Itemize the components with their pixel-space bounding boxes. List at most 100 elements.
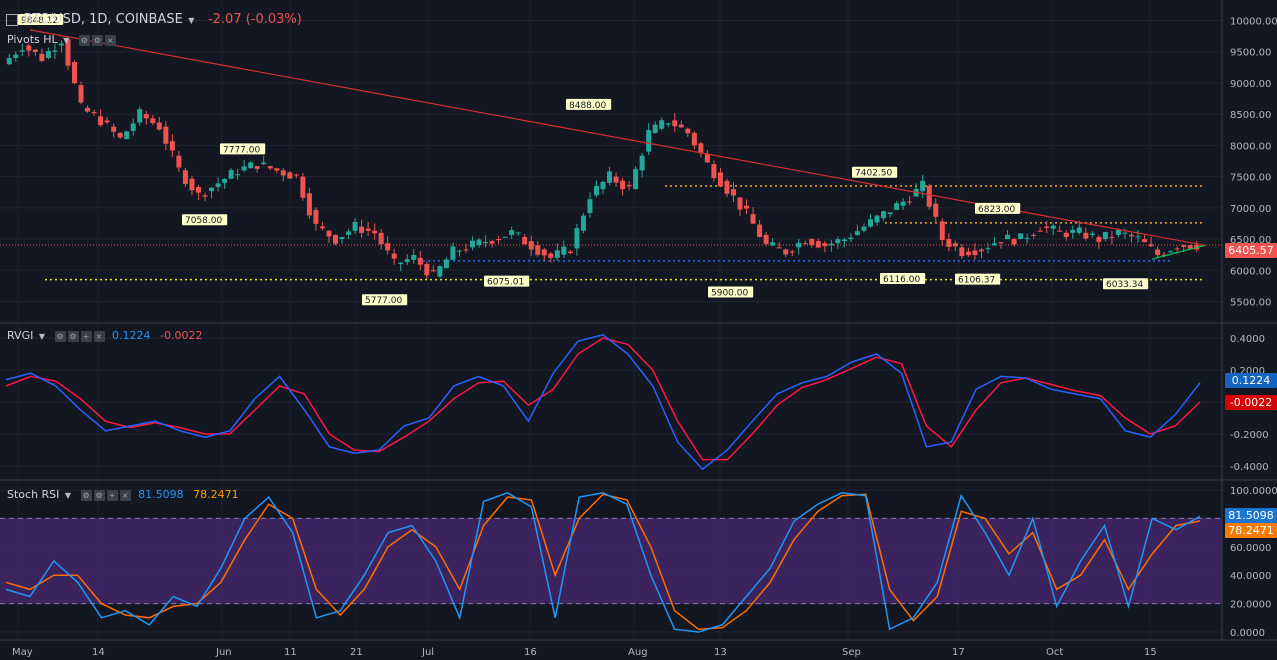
candle-body xyxy=(339,237,345,240)
stoch-title: Stoch RSI xyxy=(7,488,60,501)
rvgi-indicator-label[interactable]: RVGI ▼ ⚙ ⚙ + × 0.1224 -0.0022 xyxy=(7,329,202,344)
candle-body xyxy=(789,251,795,253)
price-tick-label: 6500.00 xyxy=(1230,235,1271,246)
candle-body xyxy=(215,183,221,188)
candle-body xyxy=(607,171,613,183)
settings-icon[interactable]: ⚙ xyxy=(54,330,66,342)
candle-body xyxy=(659,120,665,129)
candle-body xyxy=(783,249,789,255)
candle-body xyxy=(515,232,521,234)
candle-body xyxy=(456,250,462,252)
candle-body xyxy=(195,187,201,193)
symbol-menu-icon[interactable] xyxy=(6,14,18,26)
candle-body xyxy=(424,264,430,276)
pivot-label: 7777.00 xyxy=(223,145,260,155)
candle-body xyxy=(261,162,267,165)
chevron-down-icon[interactable]: ▼ xyxy=(63,36,70,45)
candle-body xyxy=(39,53,45,61)
candle-body xyxy=(796,242,802,248)
stoch-tick-label: 0.0000 xyxy=(1230,628,1265,639)
settings-icon[interactable]: ⚙ xyxy=(78,34,90,46)
candle-body xyxy=(332,234,338,244)
time-tick-label: May xyxy=(12,647,33,658)
stoch-k-line xyxy=(5,491,1201,633)
pivot-label: 6116.00 xyxy=(883,275,920,285)
candle-body xyxy=(300,176,306,198)
pivot-label: 9848.12 xyxy=(21,16,58,26)
candle-body xyxy=(939,221,945,241)
price-tick-label: 7500.00 xyxy=(1230,173,1271,184)
candle-body xyxy=(385,243,391,251)
candle-body xyxy=(626,184,632,187)
candle-body xyxy=(1096,236,1102,242)
candle-body xyxy=(1115,229,1121,235)
current-price-badge: 6405.57 xyxy=(1225,243,1277,258)
candle-body xyxy=(763,234,769,244)
settings-icon[interactable]: ⚙ xyxy=(93,489,105,501)
add-icon[interactable]: + xyxy=(80,330,92,342)
candle-body xyxy=(835,239,841,244)
candle-body xyxy=(1142,239,1148,243)
stoch-tick-label: 40.0000 xyxy=(1230,571,1271,582)
time-tick-label: Sep xyxy=(842,647,861,658)
rvgi-value-1: 0.1224 xyxy=(112,329,151,342)
close-icon[interactable]: × xyxy=(104,34,116,46)
candle-body xyxy=(378,232,384,245)
candle-body xyxy=(26,45,32,51)
candle-body xyxy=(502,236,508,238)
candle-body xyxy=(802,243,808,245)
candle-body xyxy=(1037,230,1043,232)
candle-body xyxy=(1102,231,1108,240)
chevron-down-icon[interactable]: ▼ xyxy=(188,16,195,25)
candle-body xyxy=(1083,232,1089,239)
add-icon[interactable]: + xyxy=(106,489,118,501)
candle-body xyxy=(691,132,697,146)
chevron-down-icon[interactable]: ▼ xyxy=(38,332,45,341)
candle-body xyxy=(587,199,593,214)
pivot-label-box xyxy=(708,286,754,298)
pivots-title: Pivots HL xyxy=(7,33,58,46)
settings-icon[interactable]: ⚙ xyxy=(67,330,79,342)
pivot-label: 6075.01 xyxy=(487,278,524,288)
candle-body xyxy=(359,226,365,233)
stoch-tick-label: 20.0000 xyxy=(1230,600,1271,611)
stoch-indicator-label[interactable]: Stoch RSI ▼ ⚙ ⚙ + × 81.5098 78.2471 xyxy=(7,488,239,503)
rvgi-badge-2: -0.0022 xyxy=(1225,395,1277,410)
candle-body xyxy=(398,262,404,265)
candle-body xyxy=(717,172,723,187)
candle-body xyxy=(613,176,619,183)
candle-body xyxy=(280,170,286,176)
pivot-label-box xyxy=(852,166,898,178)
time-tick-label: 17 xyxy=(952,647,965,658)
pivot-label-box xyxy=(484,275,530,287)
candle-body xyxy=(854,231,860,235)
candle-body xyxy=(672,120,678,127)
candle-body xyxy=(104,120,110,123)
pivot-label: 7058.00 xyxy=(185,216,222,226)
pivot-label: 6033.34 xyxy=(1106,280,1143,290)
candle-body xyxy=(169,141,175,151)
chevron-down-icon[interactable]: ▼ xyxy=(64,491,72,500)
candle-body xyxy=(887,212,893,215)
candle-body xyxy=(1168,251,1174,253)
time-tick-label: 14 xyxy=(92,647,105,658)
candle-body xyxy=(665,123,671,125)
stoch-tick-label: 100.0000 xyxy=(1230,486,1277,497)
settings-icon[interactable]: ⚙ xyxy=(91,34,103,46)
candle-body xyxy=(209,187,215,192)
candle-body xyxy=(326,230,332,237)
symbol-title[interactable]: BTC/USD, 1D, COINBASE xyxy=(23,12,183,27)
rvgi-tick-label: -0.4000 xyxy=(1230,462,1269,473)
time-tick-label: Oct xyxy=(1046,647,1063,658)
close-icon[interactable]: × xyxy=(93,330,105,342)
pivot-label: 6823.00 xyxy=(978,205,1015,215)
candle-body xyxy=(163,126,169,144)
candle-body xyxy=(1063,232,1069,237)
pivots-indicator-label[interactable]: Pivots HL ▼ ⚙ ⚙ × xyxy=(7,33,116,48)
settings-icon[interactable]: ⚙ xyxy=(80,489,92,501)
price-tick-label: 5500.00 xyxy=(1230,298,1271,309)
close-icon[interactable]: × xyxy=(119,489,131,501)
pivot-label-box xyxy=(880,273,926,285)
candle-body xyxy=(19,50,25,52)
